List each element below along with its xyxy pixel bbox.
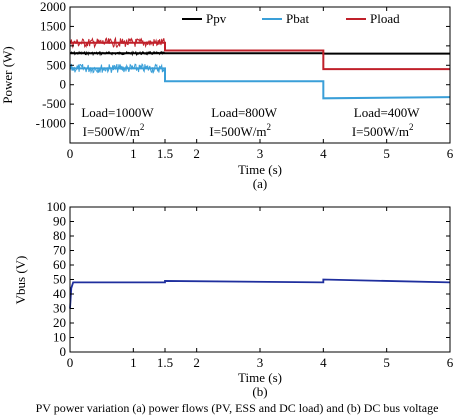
a-x-tick-label: 0 [67,146,74,161]
voltage-x-axis-label: Time (s) [238,370,282,385]
a-x-tick-label: 1 [130,146,137,161]
legend-label-pload: Pload [370,11,400,26]
b-y-tick-label: 80 [53,228,66,243]
b-y-tick-label: 10 [53,330,66,345]
series-ripple-pload [69,36,165,49]
power-plot-area [70,7,450,143]
legend-label-ppv: Ppv [206,11,227,26]
series-ripple-ppv [69,50,165,57]
b-y-tick-label: 70 [53,243,66,258]
a-y-tick-label: 1000 [40,38,66,53]
annotation-irradiance: I=500W/m2 [209,122,271,139]
b-y-tick-label: 40 [53,286,66,301]
annotation-irradiance: I=500W/m2 [352,122,414,139]
b-x-tick-label: 2 [193,355,200,370]
power-subplot-label: (a) [253,176,267,191]
legend-label-pbat: Pbat [286,11,310,26]
annotation-irradiance-exponent: 2 [409,122,414,132]
b-y-tick-label: 100 [47,199,67,214]
b-y-tick-label: 30 [53,301,66,316]
b-y-tick-label: 20 [53,315,66,330]
figure-caption: PV power variation (a) power flows (PV, … [35,401,439,415]
annotation-irradiance-text: I=500W/m [83,124,140,139]
annotation-load: Load=1000W [81,105,154,120]
a-x-tick-label: 5 [383,146,390,161]
power-annotations: Load=1000WI=500W/m2Load=800WI=500W/m2Loa… [81,105,420,139]
a-y-tick-label: -500 [42,96,66,111]
voltage-plot-area [70,207,450,352]
annotation-irradiance: I=500W/m2 [83,122,145,139]
a-x-tick-label: 3 [257,146,264,161]
b-x-tick-label: 0 [67,355,74,370]
a-x-tick-label: 6 [447,146,454,161]
b-x-tick-label: 5 [383,355,390,370]
voltage-subplot-label: (b) [252,384,267,399]
b-y-tick-label: 90 [53,214,66,229]
a-y-tick-label: 1500 [40,18,66,33]
a-x-tick-label: 4 [320,146,327,161]
annotation-load: Load=400W [354,105,421,120]
power-flow-chart: 0 1 1.5 2 3 4 5 6 -1000 -500 0 500 1000 1500 2000 Tim… [0,0,454,191]
power-legend: Ppv Pbat Pload [182,11,400,26]
annotation-load: Load=800W [211,105,278,120]
b-y-tick-label: 60 [53,257,66,272]
annotation-irradiance-text: I=500W/m [352,124,409,139]
power-x-axis-label: Time (s) [238,162,282,177]
power-series-group [69,36,451,100]
voltage-series-group [69,278,451,309]
a-x-tick-label: 1.5 [157,146,173,161]
b-x-tick-label: 1 [130,355,137,370]
a-y-tick-label: 500 [47,57,67,72]
series-line-vbus [69,278,451,309]
a-y-tick-label: 0 [60,77,67,92]
voltage-y-axis-label: Vbus (V) [13,256,28,305]
power-y-axis-label: Power (W) [0,46,15,103]
annotation-irradiance-exponent: 2 [266,122,271,132]
annotation-irradiance-text: I=500W/m [209,124,266,139]
b-x-tick-label: 6 [447,355,454,370]
b-y-tick-label: 0 [60,344,67,359]
annotation-irradiance-exponent: 2 [140,122,145,132]
a-y-tick-label: -1000 [36,116,66,131]
b-x-tick-label: 1.5 [157,355,173,370]
series-ripple-pbat [69,63,165,74]
a-y-tick-label: 2000 [40,0,66,14]
b-x-tick-label: 3 [257,355,264,370]
a-x-tick-label: 2 [193,146,200,161]
b-x-tick-label: 4 [320,355,327,370]
b-y-tick-label: 50 [53,272,66,287]
